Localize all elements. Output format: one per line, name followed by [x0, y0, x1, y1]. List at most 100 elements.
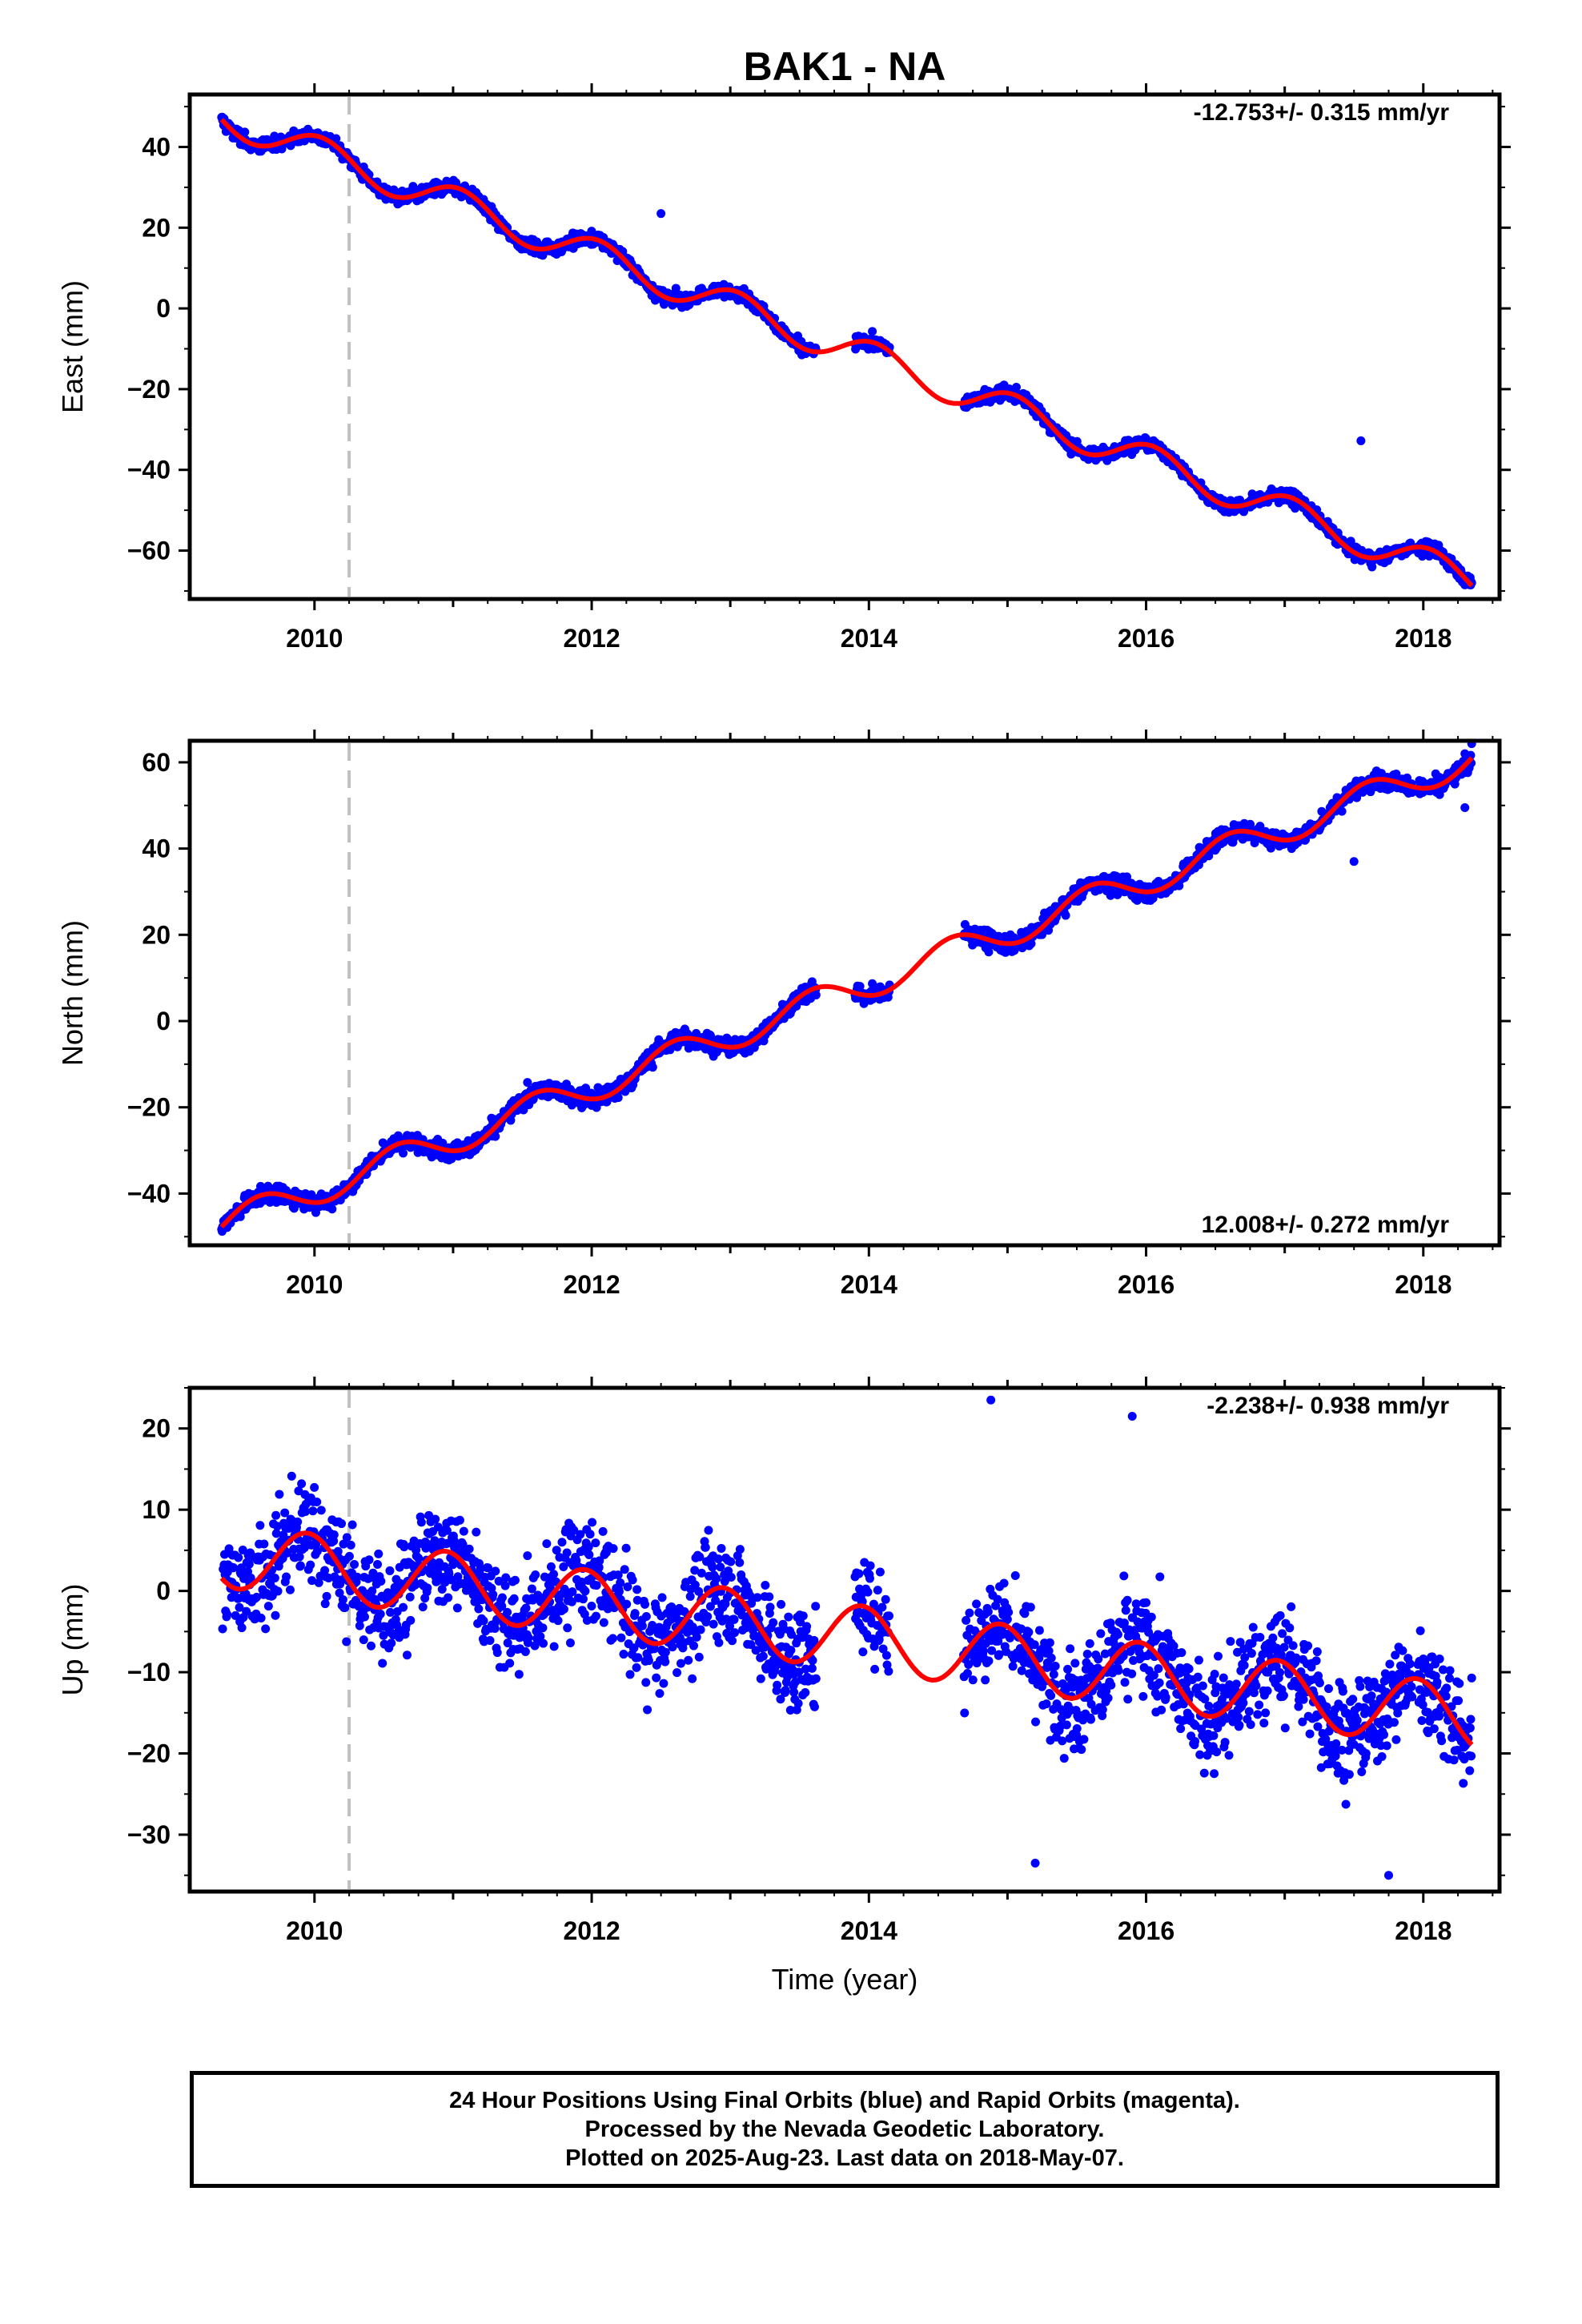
data-point: [811, 990, 821, 999]
model-curve: [219, 756, 1474, 1229]
data-point: [1367, 562, 1377, 572]
data-point: [271, 1510, 281, 1520]
data-point: [287, 1471, 296, 1481]
data-point: [310, 1482, 319, 1492]
y-tick-label: −20: [127, 375, 171, 404]
data-point: [423, 1583, 432, 1593]
data-point: [565, 1638, 575, 1647]
data-point: [620, 1565, 629, 1574]
data-point: [625, 1670, 635, 1679]
x-tick-label: 2014: [841, 624, 897, 653]
data-point: [270, 131, 279, 141]
y-tick-label: 40: [142, 133, 171, 162]
data-point: [431, 1514, 440, 1524]
x-tick-label: 2018: [1395, 624, 1452, 653]
data-point: [344, 1551, 354, 1561]
data-point: [452, 1603, 462, 1613]
data-point: [282, 1572, 291, 1582]
x-tick-label: 2010: [286, 1270, 343, 1299]
data-point: [459, 1526, 468, 1536]
data-point: [562, 1548, 572, 1558]
data-point: [472, 1527, 481, 1537]
data-point: [509, 1594, 519, 1603]
data-point: [340, 1603, 350, 1613]
data-point: [523, 1551, 532, 1561]
data-point: [608, 1634, 617, 1643]
data-point: [255, 1521, 265, 1530]
data-point: [622, 1599, 632, 1609]
data-point: [539, 1638, 548, 1648]
data-point: [621, 1543, 631, 1553]
data-point: [591, 1538, 600, 1548]
data-point: [584, 1550, 594, 1559]
chart-title: BAK1 - NA: [744, 44, 946, 89]
y-tick-label: −60: [127, 537, 171, 565]
data-point: [524, 1633, 533, 1642]
data-point: [375, 1609, 385, 1618]
data-point: [500, 1581, 510, 1590]
data-point: [331, 134, 341, 143]
data-point: [538, 1623, 548, 1633]
data-point: [592, 1581, 601, 1590]
y-tick-label: −40: [127, 456, 171, 485]
data-point: [557, 1538, 567, 1547]
data-point: [295, 1561, 305, 1570]
data-point: [531, 1570, 540, 1580]
data-point: [591, 1611, 600, 1621]
data-point: [403, 1651, 412, 1660]
data-point: [474, 1604, 484, 1614]
data-point: [578, 1594, 588, 1604]
data-point: [342, 1637, 351, 1647]
data-point: [491, 1566, 500, 1576]
data-point: [549, 1642, 559, 1651]
plot-frame: [187, 92, 1502, 601]
data-point: [308, 1506, 318, 1516]
data-point: [444, 1593, 453, 1602]
data-point: [503, 1607, 512, 1617]
data-point: [599, 1618, 608, 1627]
data-point: [628, 1575, 637, 1585]
data-point: [261, 1624, 271, 1634]
data-point: [619, 1650, 628, 1659]
data-point: [585, 1530, 595, 1539]
data-point: [218, 1624, 227, 1634]
data-point: [608, 1544, 618, 1554]
data-point: [373, 1559, 383, 1569]
data-point: [492, 1648, 502, 1658]
outlier-point: [656, 209, 666, 219]
data-point: [418, 1602, 428, 1612]
data-point: [563, 1623, 572, 1633]
data-points: [217, 741, 1476, 1236]
data-point: [297, 1479, 307, 1489]
y-tick-label: −20: [127, 1093, 171, 1122]
y-tick-label: 60: [142, 748, 171, 777]
data-point: [542, 1539, 552, 1549]
data-point: [549, 1570, 559, 1579]
rate-label: -12.753+/- 0.315 mm/yr: [1194, 99, 1450, 126]
x-tick-label: 2018: [1395, 1270, 1452, 1299]
y-axis-title: North (mm): [56, 920, 89, 1066]
data-points: [218, 1395, 1476, 1880]
y-tick-label: 0: [156, 1007, 171, 1035]
data-point: [256, 1614, 266, 1623]
x-tick-label: 2016: [1118, 624, 1174, 653]
data-point: [1337, 806, 1347, 816]
y-tick-label: 20: [142, 213, 171, 242]
data-point: [360, 1612, 370, 1622]
data-point: [387, 1638, 396, 1648]
data-point: [237, 1623, 247, 1633]
outlier-point: [1460, 749, 1470, 758]
data-point: [374, 1549, 383, 1558]
data-point: [613, 1093, 623, 1103]
data-point: [385, 1566, 395, 1575]
data-point: [520, 1647, 530, 1656]
data-point: [559, 1604, 568, 1614]
data-point: [510, 1575, 520, 1585]
data-point: [307, 1190, 316, 1200]
data-point: [240, 127, 250, 137]
data-points: [217, 112, 1476, 590]
outlier-point: [1349, 857, 1359, 866]
y-tick-label: 40: [142, 834, 171, 863]
